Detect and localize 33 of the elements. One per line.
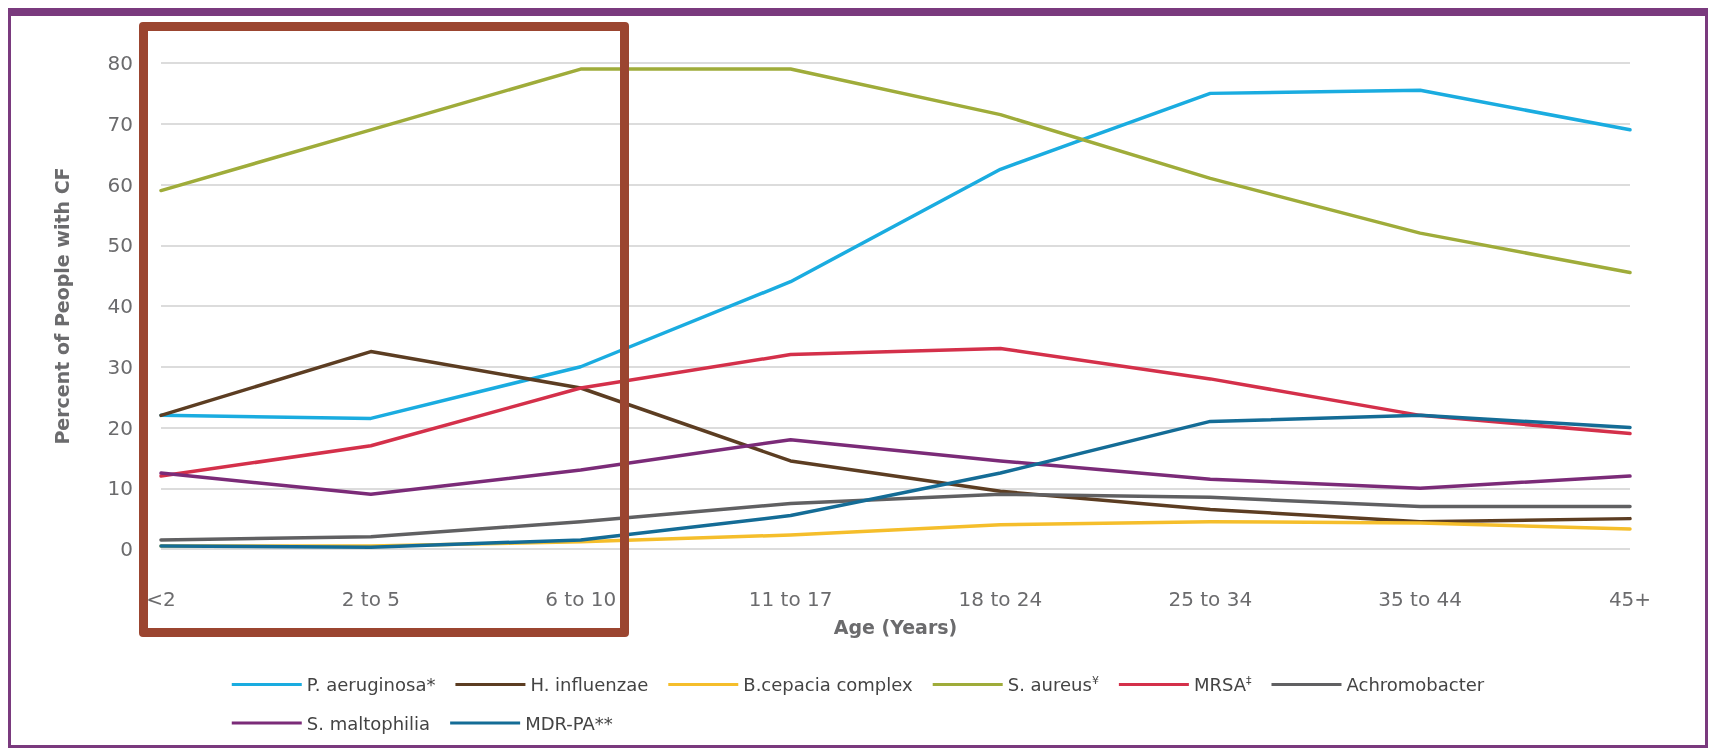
legend-label: S. aureus¥	[1007, 674, 1099, 695]
y-axis-title: Percent of People with CF	[50, 167, 73, 445]
y-tick-label: 30	[107, 354, 133, 379]
legend-label: MRSA‡	[1193, 674, 1252, 695]
x-tick-label: 25 to 34	[1168, 587, 1253, 611]
x-tick-label: 45+	[1608, 587, 1652, 611]
y-tick-label: 70	[107, 111, 133, 136]
legend-label: S. maltophilia	[306, 712, 431, 734]
line-series	[159, 67, 1632, 275]
line-series	[159, 346, 1632, 478]
x-axis-title: Age (Years)	[833, 615, 958, 638]
x-tick-label: 18 to 24	[958, 587, 1043, 611]
y-tick-label: 80	[107, 51, 133, 75]
x-tick-label: 35 to 44	[1378, 587, 1462, 611]
legend-label: P. aeruginosa*	[306, 674, 436, 695]
y-tick-label: 40	[107, 294, 133, 318]
x-tick-label: 11 to 17	[748, 587, 833, 611]
line-series	[159, 492, 1632, 542]
legend-label: MDR-PA**	[525, 712, 613, 734]
y-tick-label: 10	[107, 476, 133, 501]
y-tick-label: 50	[107, 233, 133, 258]
line-series	[159, 437, 1632, 497]
y-tick-label: 20	[107, 415, 133, 440]
line-series	[159, 413, 1632, 549]
x-tick-label: 6 to 10	[545, 587, 617, 611]
y-tick-label: 60	[107, 172, 133, 197]
legend-label: Achromobacter	[1346, 674, 1485, 695]
legend-label: B.cepacia complex	[743, 674, 914, 695]
line-series	[159, 349, 1632, 524]
y-tick-label: 0	[120, 537, 133, 561]
x-tick-label: <2	[146, 587, 176, 611]
x-tick-label: 2 to 5	[341, 587, 400, 611]
legend-label: H. influenzae	[530, 674, 649, 695]
